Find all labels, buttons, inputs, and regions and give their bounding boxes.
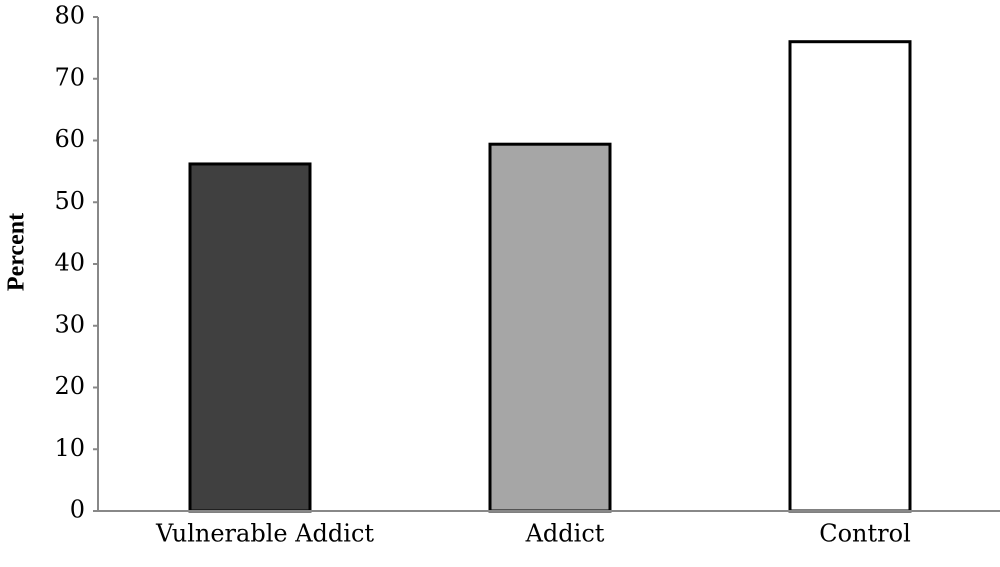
bar <box>188 162 312 513</box>
y-tick-label: 50 <box>54 187 85 215</box>
y-tick-label: 10 <box>54 434 85 462</box>
y-axis-label: Percent <box>4 213 30 291</box>
bar <box>788 40 912 513</box>
y-tick-label: 30 <box>54 310 85 338</box>
x-tick-label: Vulnerable Addict <box>155 520 374 548</box>
x-tick-label: Control <box>819 520 911 548</box>
y-tick-label: 60 <box>54 125 85 153</box>
y-tick-label: 80 <box>54 2 85 30</box>
bar <box>488 142 612 513</box>
y-tick-label: 40 <box>54 249 85 277</box>
y-tick-label: 0 <box>70 496 85 524</box>
y-tick-label: 70 <box>54 63 85 91</box>
y-tick-label: 20 <box>54 372 85 400</box>
x-tick-label: Addict <box>525 520 605 548</box>
